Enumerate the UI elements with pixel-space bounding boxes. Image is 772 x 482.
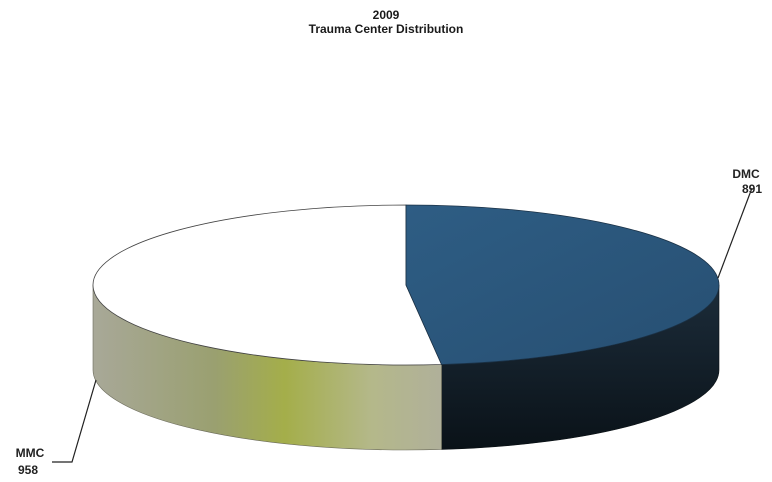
chart-title: 2009 (372, 8, 400, 22)
leader-line-mmc (52, 379, 97, 463)
data-label-dmc-value: 891 (742, 182, 762, 196)
pie-slice-mmc (92, 204, 443, 366)
data-label-dmc-name: DMC (732, 167, 760, 181)
pie-slice-dmc (405, 204, 720, 365)
data-label-mmc-name: MMC (16, 446, 45, 460)
leader-line-dmc (717, 187, 753, 279)
chart-subtitle: Trauma Center Distribution (308, 22, 464, 36)
data-label-mmc-value: 958 (18, 463, 38, 477)
